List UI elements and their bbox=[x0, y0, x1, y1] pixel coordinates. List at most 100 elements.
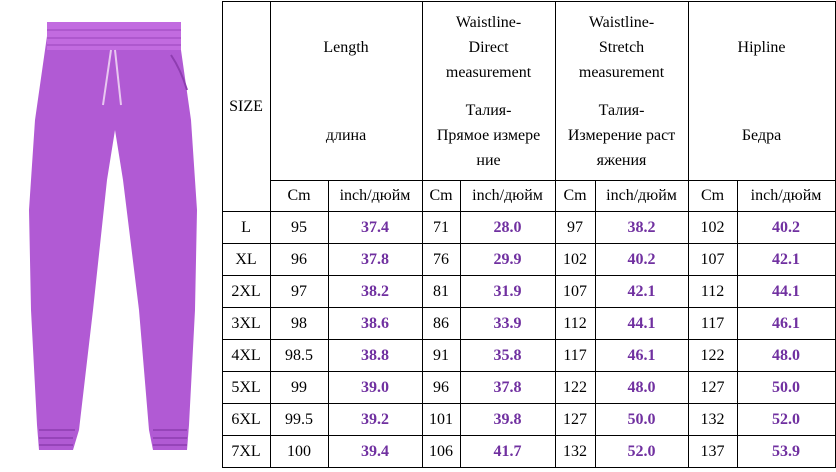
unit-header: inch/дюйм bbox=[594, 180, 689, 212]
cm-cell: 95 bbox=[269, 211, 329, 244]
cm-cell: 107 bbox=[687, 243, 738, 276]
cm-cell: 97 bbox=[269, 275, 329, 308]
inch-cell: 35.8 bbox=[459, 339, 556, 372]
inch-cell: 41.7 bbox=[459, 435, 556, 468]
header-line: Direct bbox=[468, 38, 509, 56]
header-line: длина bbox=[325, 126, 367, 144]
cm-cell: 96 bbox=[269, 243, 329, 276]
size-cell: 6XL bbox=[221, 403, 271, 436]
cm-cell: 98 bbox=[269, 307, 329, 340]
cm-cell: 132 bbox=[554, 435, 596, 468]
cm-cell: 100 bbox=[269, 435, 329, 468]
cm-cell: 127 bbox=[554, 403, 596, 436]
inch-cell: 50.0 bbox=[594, 403, 689, 436]
header-en: Waistline- Direct measurement bbox=[423, 3, 554, 91]
inch-cell: 48.0 bbox=[594, 371, 689, 404]
size-cell: 2XL bbox=[221, 275, 271, 308]
inch-cell: 38.2 bbox=[327, 275, 423, 308]
header-line: Length bbox=[323, 38, 369, 56]
header-line: Талия- bbox=[465, 101, 512, 119]
data-row: 3XL 98 38.6 86 33.9 112 44.1 117 46.1 bbox=[0, 307, 836, 340]
cm-cell: 91 bbox=[421, 339, 461, 372]
header-line: Hipline bbox=[737, 38, 786, 56]
cm-cell: 101 bbox=[421, 403, 461, 436]
inch-cell: 37.8 bbox=[459, 371, 556, 404]
inch-cell: 33.9 bbox=[459, 307, 556, 340]
cm-cell: 132 bbox=[687, 403, 738, 436]
cm-cell: 112 bbox=[687, 275, 738, 308]
inch-cell: 44.1 bbox=[594, 307, 689, 340]
group-header: Hipline Бедра bbox=[687, 1, 836, 181]
cm-cell: 81 bbox=[421, 275, 461, 308]
inch-cell: 39.2 bbox=[327, 403, 423, 436]
cm-cell: 99.5 bbox=[269, 403, 329, 436]
inch-cell: 39.4 bbox=[327, 435, 423, 468]
inch-cell: 31.9 bbox=[459, 275, 556, 308]
cm-cell: 102 bbox=[687, 211, 738, 244]
inch-cell: 42.1 bbox=[736, 243, 836, 276]
inch-cell: 38.2 bbox=[594, 211, 689, 244]
cm-cell: 96 bbox=[421, 371, 461, 404]
size-cell: XL bbox=[221, 243, 271, 276]
header-en: Hipline bbox=[689, 3, 834, 91]
inch-cell: 40.2 bbox=[736, 211, 836, 244]
inch-cell: 44.1 bbox=[736, 275, 836, 308]
cm-cell: 97 bbox=[554, 211, 596, 244]
header-line: measurement bbox=[578, 63, 665, 81]
inch-cell: 29.9 bbox=[459, 243, 556, 276]
inch-cell: 39.8 bbox=[459, 403, 556, 436]
inch-cell: 37.8 bbox=[327, 243, 423, 276]
product-image-cell bbox=[0, 1, 223, 468]
unit-header: Cm bbox=[269, 180, 329, 212]
header-line: яжения bbox=[596, 151, 647, 169]
inch-cell: 50.0 bbox=[736, 371, 836, 404]
header-line: Измерение раст bbox=[567, 126, 676, 144]
inch-cell: 37.4 bbox=[327, 211, 423, 244]
data-row: 7XL 100 39.4 106 41.7 132 52.0 137 53.9 bbox=[0, 435, 836, 468]
cm-cell: 122 bbox=[554, 371, 596, 404]
units-row: Cm inch/дюйм Cm inch/дюйм Cm inch/дюйм Cm inch/… bbox=[0, 180, 836, 212]
cm-cell: 117 bbox=[554, 339, 596, 372]
inch-cell: 38.8 bbox=[327, 339, 423, 372]
header-en: Length bbox=[271, 3, 421, 91]
header-line: Прямое измере bbox=[436, 126, 541, 144]
cm-cell: 122 bbox=[687, 339, 738, 372]
header-line: Waistline- bbox=[455, 13, 522, 31]
cm-cell: 71 bbox=[421, 211, 461, 244]
cm-cell: 127 bbox=[687, 371, 738, 404]
header-ru: длина bbox=[271, 91, 421, 179]
cm-cell: 117 bbox=[687, 307, 738, 340]
data-row: 6XL 99.5 39.2 101 39.8 127 50.0 132 52.0 bbox=[0, 403, 836, 436]
header-ru: Талия- Измерение раст яжения bbox=[556, 91, 687, 179]
unit-header: inch/дюйм bbox=[327, 180, 423, 212]
size-header: SIZE bbox=[221, 1, 271, 212]
header-ru: Бедра bbox=[689, 91, 834, 179]
header-ru: Талия- Прямое измере ние bbox=[423, 91, 554, 179]
size-cell: 5XL bbox=[221, 371, 271, 404]
header-line: Талия- bbox=[598, 101, 645, 119]
cm-cell: 112 bbox=[554, 307, 596, 340]
cm-cell: 98.5 bbox=[269, 339, 329, 372]
header-en: Waistline- Stretch measurement bbox=[556, 3, 687, 91]
size-cell: L bbox=[221, 211, 271, 244]
inch-cell: 46.1 bbox=[594, 339, 689, 372]
header-line: Stretch bbox=[598, 38, 645, 56]
group-header: Length длина bbox=[269, 1, 423, 181]
cm-cell: 106 bbox=[421, 435, 461, 468]
group-header: Waistline- Direct measurement Талия- Прямое … bbox=[421, 1, 556, 181]
inch-cell: 53.9 bbox=[736, 435, 836, 468]
inch-cell: 40.2 bbox=[594, 243, 689, 276]
unit-header: Cm bbox=[687, 180, 738, 212]
data-row: 4XL 98.5 38.8 91 35.8 117 46.1 122 48.0 bbox=[0, 339, 836, 372]
inch-cell: 46.1 bbox=[736, 307, 836, 340]
unit-header: Cm bbox=[421, 180, 461, 212]
pants-image bbox=[28, 21, 197, 450]
inch-cell: 52.0 bbox=[736, 403, 836, 436]
inch-cell: 38.6 bbox=[327, 307, 423, 340]
header-line: measurement bbox=[445, 63, 532, 81]
group-header: Waistline- Stretch measurement Талия- Измере… bbox=[554, 1, 689, 181]
inch-cell: 42.1 bbox=[594, 275, 689, 308]
